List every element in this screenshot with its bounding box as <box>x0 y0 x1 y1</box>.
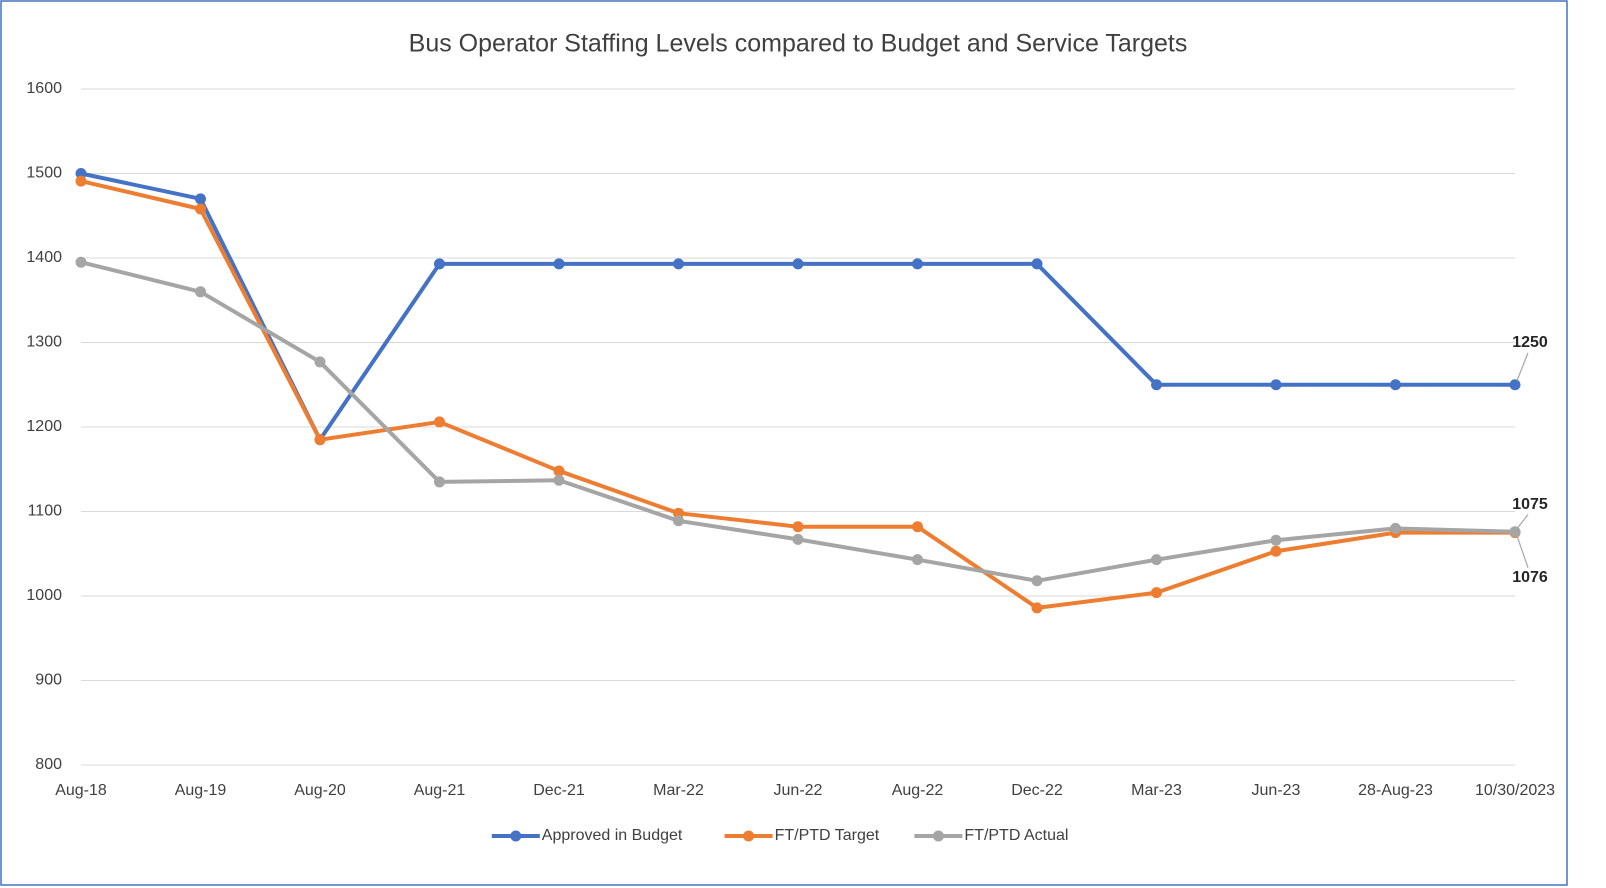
data-point <box>195 203 206 215</box>
data-point <box>314 356 326 368</box>
data-point <box>434 416 445 428</box>
x-tick-label: Jun-23 <box>1252 782 1301 799</box>
x-tick-label: Aug-18 <box>55 782 107 799</box>
data-point <box>792 521 804 533</box>
y-tick-label: 1500 <box>26 165 62 182</box>
data-point <box>1509 526 1521 538</box>
data-point <box>673 258 684 270</box>
data-point <box>553 258 565 270</box>
x-tick-label: Mar-23 <box>1131 782 1182 799</box>
x-tick-label: Aug-21 <box>414 782 466 799</box>
data-point <box>553 474 565 486</box>
data-point <box>673 507 684 519</box>
x-tick-label: Aug-20 <box>294 782 346 799</box>
x-tick-label: Aug-19 <box>175 782 227 799</box>
data-point <box>1151 554 1162 566</box>
data-point <box>195 286 206 298</box>
data-point <box>434 476 445 488</box>
x-tick-label: Jun-22 <box>774 782 823 799</box>
leader-line <box>1516 535 1529 568</box>
data-point <box>1031 575 1043 587</box>
data-point <box>1151 379 1162 391</box>
data-point <box>75 256 87 268</box>
data-point <box>434 258 445 270</box>
data-label: 1250 <box>1512 334 1548 351</box>
x-tick-label: 28-Aug-23 <box>1358 782 1433 799</box>
y-tick-label: 1000 <box>26 587 62 604</box>
data-point <box>673 515 684 527</box>
legend-label: FT/PTD Target <box>775 827 880 844</box>
data-point <box>195 193 206 205</box>
y-tick-label: 1200 <box>26 418 62 435</box>
legend-marker <box>743 830 755 842</box>
y-tick-label: 1400 <box>26 249 62 266</box>
legend-marker <box>932 830 944 842</box>
data-point <box>75 168 87 179</box>
data-point <box>1270 545 1282 557</box>
data-label: 1075 <box>1512 496 1548 513</box>
data-point <box>553 465 565 477</box>
data-point <box>912 521 923 533</box>
data-point <box>1390 379 1401 391</box>
data-point <box>912 258 923 270</box>
y-tick-label: 1100 <box>28 503 63 520</box>
data-point <box>75 175 87 187</box>
data-point <box>792 258 804 270</box>
data-point <box>1031 602 1043 614</box>
data-point <box>1270 379 1282 391</box>
data-point <box>1509 379 1521 391</box>
data-point <box>314 434 326 446</box>
y-tick-label: 900 <box>35 672 62 689</box>
data-point <box>1031 258 1043 270</box>
x-tick-label: 10/30/2023 <box>1475 782 1555 799</box>
data-point <box>912 554 923 566</box>
x-tick-label: Aug-22 <box>892 782 944 799</box>
leader-line <box>1516 514 1529 529</box>
legend-label: FT/PTD Actual <box>964 827 1068 844</box>
data-label: 1076 <box>1512 569 1548 586</box>
x-tick-label: Dec-22 <box>1011 782 1063 799</box>
leader-line <box>1516 352 1529 381</box>
data-point <box>1390 522 1401 534</box>
x-tick-label: Dec-21 <box>533 782 585 799</box>
chart-border <box>0 0 1568 886</box>
data-point <box>792 533 804 545</box>
data-point <box>1270 534 1282 546</box>
y-tick-label: 1600 <box>26 80 62 97</box>
x-tick-label: Mar-22 <box>653 782 704 799</box>
legend-marker <box>510 830 522 842</box>
y-tick-label: 800 <box>35 756 62 773</box>
legend-label: Approved in Budget <box>542 827 683 844</box>
data-point <box>1151 587 1162 599</box>
y-tick-label: 1300 <box>26 334 62 351</box>
chart-title: Bus Operator Staffing Levels compared to… <box>409 30 1188 58</box>
